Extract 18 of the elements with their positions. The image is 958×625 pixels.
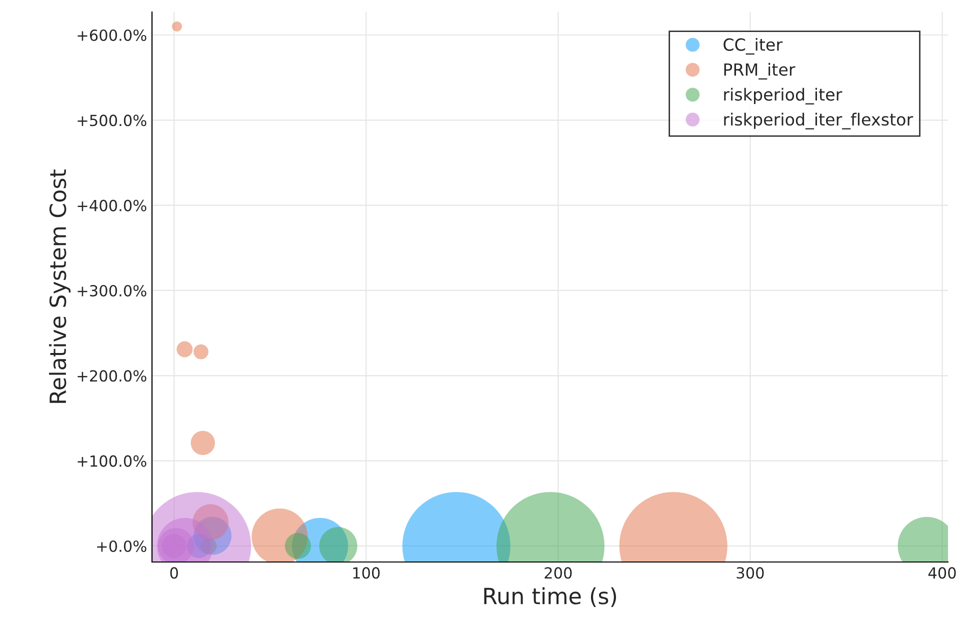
x-axis-title: Run time (s) — [484, 587, 616, 608]
y-tick-label: +100.0% — [78, 455, 146, 467]
legend-label: riskperiod_iter — [724, 88, 842, 104]
x-tick-label: 400 — [928, 567, 956, 579]
y-tick-label: +0.0% — [97, 540, 146, 552]
x-tick-label: 0 — [170, 567, 178, 579]
x-tick-label: 300 — [736, 567, 764, 579]
legend-label: riskperiod_iter_flexstor — [724, 112, 914, 130]
y-tick-label: +500.0% — [78, 114, 146, 126]
y-tick-label: +600.0% — [78, 29, 146, 42]
x-tick-label: 200 — [544, 567, 572, 579]
x-tick-label: 100 — [353, 567, 380, 579]
y-tick-label: +300.0% — [78, 284, 146, 297]
y-axis-title: Relative System Cost — [49, 170, 71, 403]
legend-label: PRM_iter — [724, 62, 796, 80]
y-tick-label: +200.0% — [78, 370, 146, 382]
legend-label: CC_iter — [724, 38, 783, 55]
y-tick-label: +400.0% — [78, 200, 146, 212]
